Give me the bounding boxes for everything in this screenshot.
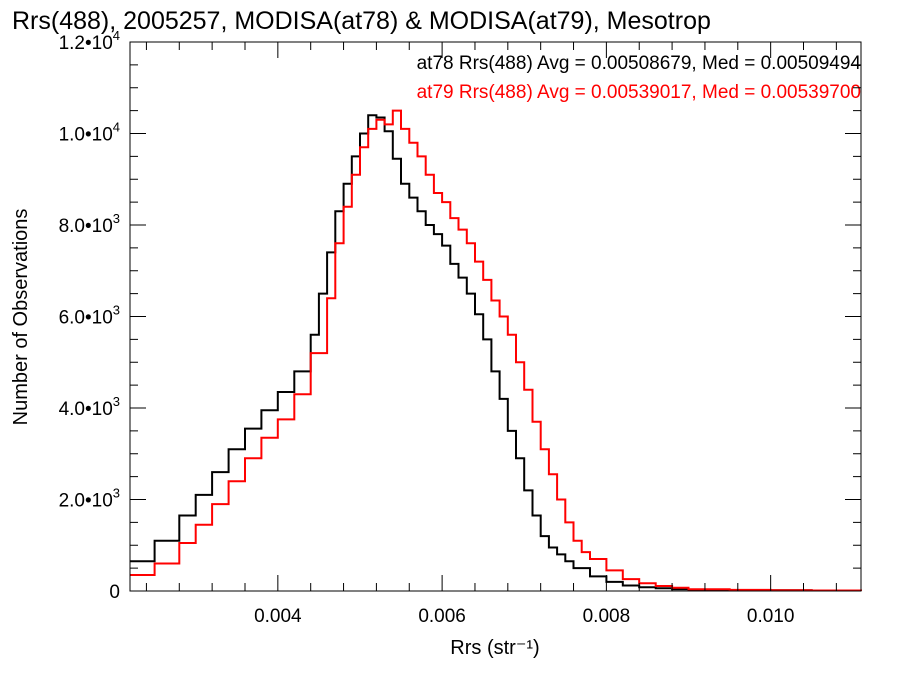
y-tick-label-base: 2.0•10 [59, 491, 113, 512]
y-tick-label-exponent: 3 [113, 486, 120, 501]
y-tick-label: 8.0•103 [59, 211, 120, 237]
plot-frame [129, 41, 862, 592]
y-tick-label-base: 4.0•10 [59, 399, 113, 420]
y-tick-label: 6.0•103 [59, 303, 120, 329]
x-tick-label: 0.004 [254, 606, 302, 627]
y-tick-label-base: 1.0•10 [59, 125, 113, 146]
y-tick-label: 4.0•103 [59, 394, 120, 420]
y-tick-label-base: 8.0•10 [59, 216, 113, 237]
annotation-at78: at78 Rrs(488) Avg = 0.00508679, Med = 0.… [417, 53, 862, 74]
y-tick-label: 1.2•104 [59, 28, 120, 54]
series-layer [130, 109, 862, 592]
y-tick-label-exponent: 3 [113, 303, 120, 318]
x-tick-label: 0.006 [418, 606, 466, 627]
y-tick-label-base: 6.0•10 [59, 308, 113, 329]
series-line-0 [130, 114, 862, 592]
series-line-1 [130, 109, 862, 592]
chart-title: Rrs(488), 2005257, MODISA(at78) & MODISA… [12, 7, 711, 35]
x-tick-label: 0.008 [583, 606, 631, 627]
y-tick-label-exponent: 4 [113, 28, 120, 43]
x-axis-label: Rrs (str⁻¹) [450, 637, 539, 659]
y-tick-label: 1.0•104 [59, 120, 120, 146]
y-tick-label: 2.0•103 [59, 486, 120, 512]
y-tick-label-exponent: 4 [113, 120, 120, 135]
y-tick-label-base: 0 [109, 582, 120, 603]
y-tick-label: 0 [109, 582, 120, 603]
y-tick-label-exponent: 3 [113, 394, 120, 409]
annotation-at79: at79 Rrs(488) Avg = 0.00539017, Med = 0.… [417, 82, 861, 103]
y-tick-label-base: 1.2•10 [59, 33, 113, 54]
x-tick-label: 0.010 [747, 606, 795, 627]
y-axis-label: Number of Observations [10, 209, 32, 426]
y-tick-label-exponent: 3 [113, 211, 120, 226]
ticks-layer: 0.004 0.006 0.008 0.01002.0•1034.0•1036.0•1… [59, 28, 861, 627]
